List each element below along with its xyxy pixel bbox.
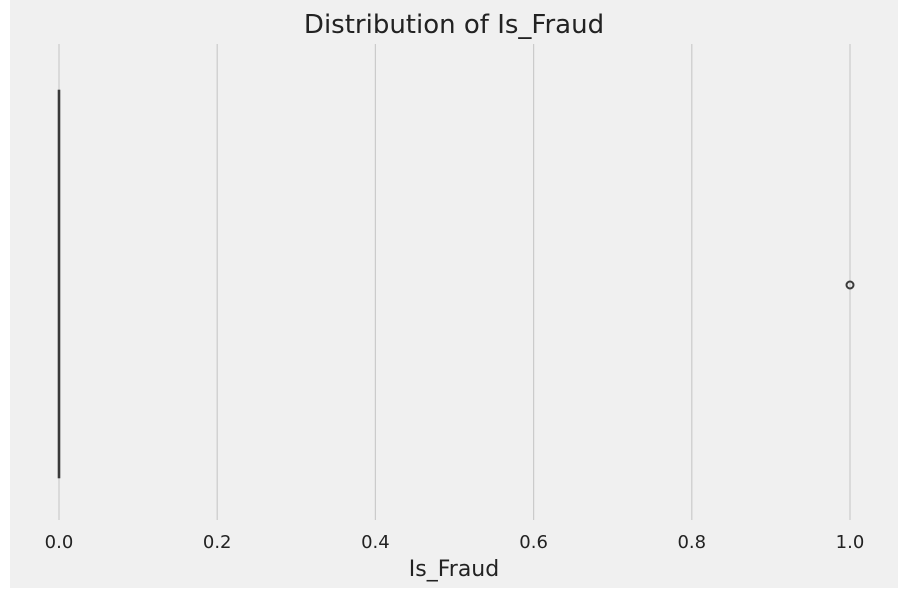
x-tick-label: 0.0 <box>45 532 74 553</box>
x-tick-label: 0.2 <box>203 532 232 553</box>
x-tick-label: 1.0 <box>836 532 865 553</box>
figure-background <box>10 0 898 588</box>
box-plot <box>57 89 855 479</box>
x-tick-label: 0.6 <box>519 532 548 553</box>
x-tick-labels: 0.0 0.2 0.4 0.6 0.8 1.0 <box>45 532 865 553</box>
chart-title: Distribution of Is_Fraud <box>304 10 604 40</box>
x-tick-label: 0.4 <box>361 532 390 553</box>
outlier-point <box>845 280 855 290</box>
x-axis-label: Is_Fraud <box>409 557 499 582</box>
x-tick-label: 0.8 <box>677 532 706 553</box>
grid-lines <box>58 44 851 520</box>
